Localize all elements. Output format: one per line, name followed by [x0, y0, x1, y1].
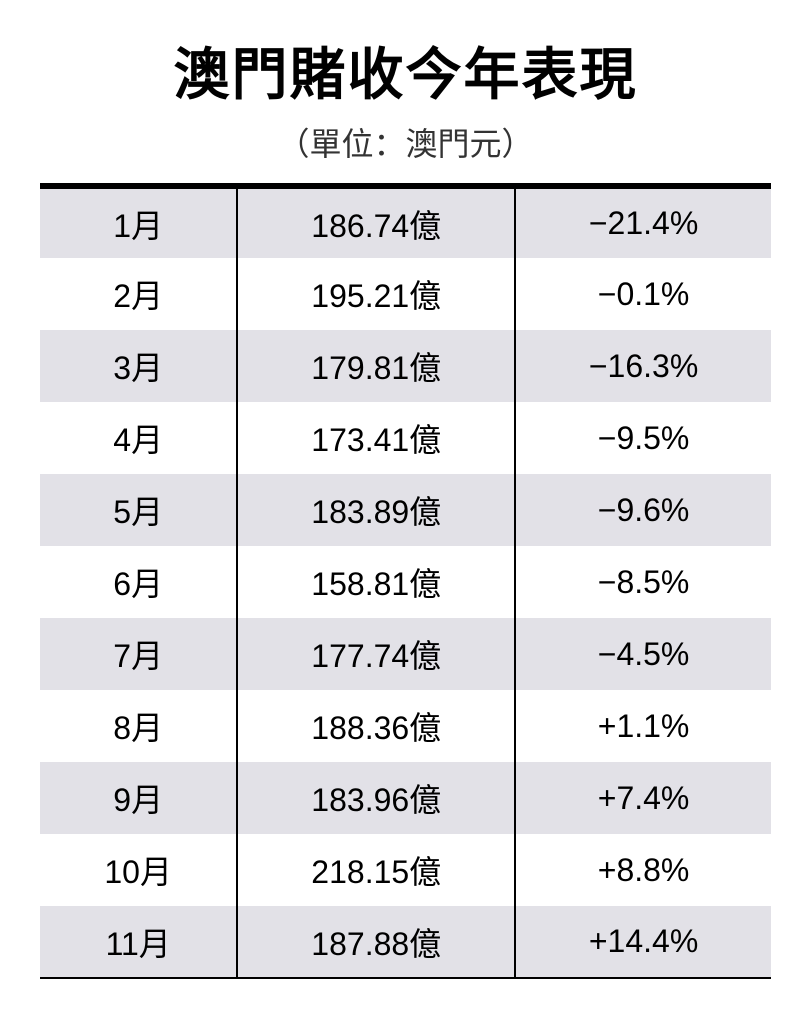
cell-amount: 187.88億	[237, 906, 515, 978]
table-body: 1月 186.74億 −21.4% 2月 195.21億 −0.1% 3月 17…	[40, 186, 771, 978]
cell-amount: 188.36億	[237, 690, 515, 762]
table-row: 2月 195.21億 −0.1%	[40, 258, 771, 330]
cell-change: −0.1%	[515, 258, 771, 330]
revenue-table: 1月 186.74億 −21.4% 2月 195.21億 −0.1% 3月 17…	[40, 183, 771, 979]
table-row: 8月 188.36億 +1.1%	[40, 690, 771, 762]
cell-change: +8.8%	[515, 834, 771, 906]
cell-change: −4.5%	[515, 618, 771, 690]
cell-change: +7.4%	[515, 762, 771, 834]
cell-amount: 186.74億	[237, 186, 515, 258]
table-row: 9月 183.96億 +7.4%	[40, 762, 771, 834]
cell-change: −16.3%	[515, 330, 771, 402]
cell-month: 9月	[40, 762, 237, 834]
cell-change: −9.6%	[515, 474, 771, 546]
table-row: 7月 177.74億 −4.5%	[40, 618, 771, 690]
table-row: 11月 187.88億 +14.4%	[40, 906, 771, 978]
cell-month: 4月	[40, 402, 237, 474]
cell-amount: 183.89億	[237, 474, 515, 546]
cell-amount: 179.81億	[237, 330, 515, 402]
cell-change: −8.5%	[515, 546, 771, 618]
cell-change: −9.5%	[515, 402, 771, 474]
cell-month: 3月	[40, 330, 237, 402]
cell-change: −21.4%	[515, 186, 771, 258]
cell-amount: 195.21億	[237, 258, 515, 330]
table-row: 4月 173.41億 −9.5%	[40, 402, 771, 474]
table-row: 5月 183.89億 −9.6%	[40, 474, 771, 546]
table-row: 10月 218.15億 +8.8%	[40, 834, 771, 906]
cell-month: 10月	[40, 834, 237, 906]
cell-amount: 183.96億	[237, 762, 515, 834]
cell-amount: 158.81億	[237, 546, 515, 618]
cell-month: 7月	[40, 618, 237, 690]
page-title: 澳門賭收今年表現	[40, 30, 771, 111]
cell-month: 6月	[40, 546, 237, 618]
cell-month: 2月	[40, 258, 237, 330]
cell-month: 5月	[40, 474, 237, 546]
cell-month: 11月	[40, 906, 237, 978]
table-row: 6月 158.81億 −8.5%	[40, 546, 771, 618]
cell-change: +1.1%	[515, 690, 771, 762]
cell-amount: 177.74億	[237, 618, 515, 690]
cell-month: 8月	[40, 690, 237, 762]
table-row: 3月 179.81億 −16.3%	[40, 330, 771, 402]
cell-amount: 173.41億	[237, 402, 515, 474]
cell-month: 1月	[40, 186, 237, 258]
page-subtitle: （單位：澳門元）	[40, 119, 771, 165]
table-row: 1月 186.74億 −21.4%	[40, 186, 771, 258]
cell-change: +14.4%	[515, 906, 771, 978]
cell-amount: 218.15億	[237, 834, 515, 906]
